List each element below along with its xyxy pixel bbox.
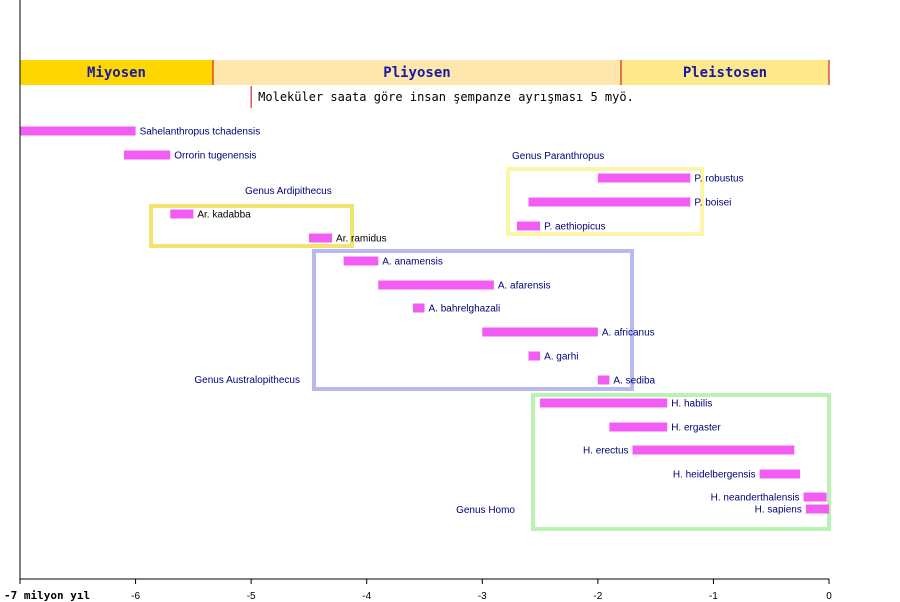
genus-label-homo: Genus Homo: [456, 505, 515, 516]
species-bar-orrorin-tugenensis: [124, 150, 171, 160]
genus-box-homo: [531, 393, 831, 531]
species-label-a-anamensis: A. anamensis: [382, 257, 443, 268]
genus-group-boxes: [149, 167, 831, 531]
x-tick-label: -2: [593, 591, 602, 602]
species-label-p-boisei: P. boisei: [694, 198, 731, 209]
genus-box-paranthropus: [506, 167, 704, 236]
species-label-a-africanus: A. africanus: [602, 328, 655, 339]
species-labels: Sahelanthropus tchadensis Orrorin tugenen…: [140, 127, 802, 516]
species-label-h-erectus: H. erectus: [583, 446, 629, 457]
genus-box-ardipithecus: [149, 204, 354, 248]
x-axis-unit-label: -7 milyon yıl: [4, 589, 90, 602]
species-bar-p-aethiopicus: [516, 221, 541, 231]
genus-labels: Genus Paranthropus Genus Ardipithecus Genu…: [194, 151, 604, 516]
species-bars: [20, 126, 829, 514]
species-bar-ar-ramidus: [308, 233, 333, 243]
species-bar-a-garhi: [528, 351, 541, 361]
species-bar-h-erectus: [632, 445, 795, 455]
x-tick-label: -6: [131, 591, 140, 602]
genus-box-australopithecus: [312, 249, 634, 391]
species-bar-a-anamensis: [343, 256, 379, 266]
genus-label-australopithecus: Genus Australopithecus: [194, 375, 300, 386]
species-label-a-afarensis: A. afarensis: [498, 281, 551, 292]
species-label-h-neanderthalensis: H. neanderthalensis: [711, 493, 800, 504]
species-bar-h-habilis: [540, 398, 668, 408]
epoch-band-miyosen: [20, 60, 214, 85]
divergence-note-text: Moleküler saata göre insan şempanze ayrı…: [258, 90, 634, 104]
epoch-label-pliyosen: Pliyosen: [383, 65, 450, 81]
epoch-band-pleistosen: [620, 60, 829, 85]
epoch-band: Miyosen Pliyosen Pleistosen: [20, 60, 830, 85]
epoch-label-pleistosen: Pleistosen: [683, 65, 767, 81]
species-bar-a-afarensis: [378, 280, 494, 290]
x-tick-label: 0: [826, 591, 832, 602]
species-label-sahelanthropus-tchadensis: Sahelanthropus tchadensis: [140, 127, 261, 138]
x-tick-label: -1: [709, 591, 718, 602]
genus-label-ardipithecus: Genus Ardipithecus: [245, 186, 332, 197]
divergence-note: Moleküler saata göre insan şempanze ayrı…: [250, 86, 634, 108]
species-label-a-sediba: A. sediba: [613, 376, 655, 387]
species-label-p-robustus: P. robustus: [694, 174, 743, 185]
species-label-h-habilis: H. habilis: [671, 399, 712, 410]
species-bar-ar-kadabba: [170, 209, 194, 219]
species-bar-a-sediba: [597, 375, 610, 385]
epoch-band-pliyosen: [213, 60, 621, 85]
species-label-orrorin-tugenensis: Orrorin tugenensis: [174, 151, 256, 162]
x-tick-label: -5: [247, 591, 256, 602]
species-label-ar-kadabba: Ar. kadabba: [197, 210, 251, 221]
species-bar-h-neanderthalensis: [803, 492, 827, 502]
x-tick-label: -3: [478, 591, 487, 602]
species-label-h-ergaster: H. ergaster: [671, 423, 721, 434]
species-label-ar-ramidus: Ar. ramidus: [336, 234, 387, 245]
species-label-h-heidelbergensis: H. heidelbergensis: [673, 470, 756, 481]
species-bar-h-heidelbergensis: [759, 469, 801, 479]
species-bar-p-boisei: [528, 197, 691, 207]
x-axis: -7 milyon yıl -6 -5 -4 -3 -2 -1 0: [4, 0, 832, 602]
species-bar-h-ergaster: [609, 422, 668, 432]
species-label-p-aethiopicus: P. aethiopicus: [544, 222, 606, 233]
species-label-a-garhi: A. garhi: [544, 352, 578, 363]
species-bar-p-robustus: [597, 173, 691, 183]
species-bar-a-africanus: [482, 327, 598, 337]
species-label-a-bahrelghazali: A. bahrelghazali: [429, 304, 501, 315]
species-bar-sahelanthropus-tchadensis: [20, 126, 136, 136]
species-label-h-sapiens: H. sapiens: [755, 505, 802, 516]
epoch-label-miyosen: Miyosen: [87, 65, 146, 81]
genus-label-paranthropus: Genus Paranthropus: [512, 151, 604, 162]
species-bar-a-bahrelghazali: [412, 303, 425, 313]
species-bar-h-sapiens: [805, 504, 829, 514]
x-tick-label: -4: [362, 591, 371, 602]
